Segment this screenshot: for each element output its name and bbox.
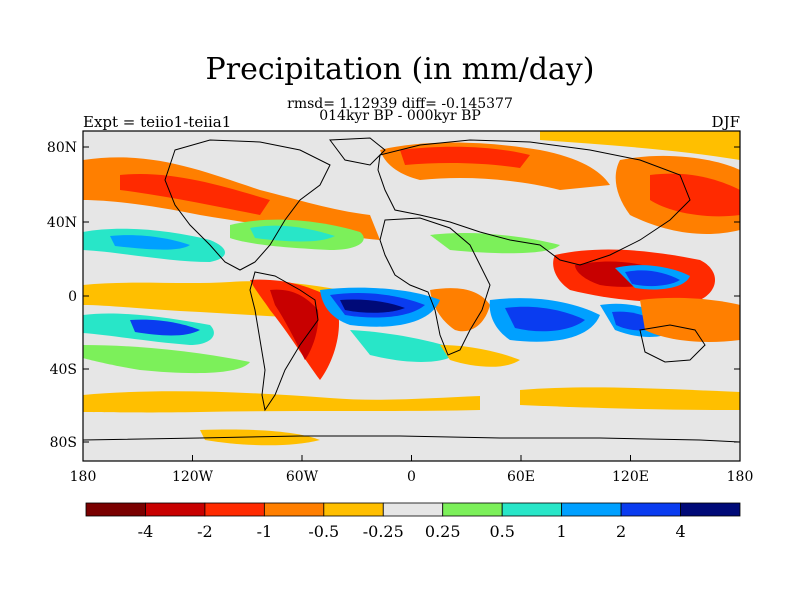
y-tick-marks [83,146,740,443]
colorbar-label: 1 [557,522,567,541]
colorbar-label: -0.5 [308,522,339,541]
x-tick-label-0: 0 [407,469,416,485]
south-america-drying-core [270,289,319,360]
colorbar-label: 0.5 [489,522,514,541]
south-pacific-wet-core [130,319,200,336]
colorbar-label: 4 [675,522,685,541]
y-tick-label-80n: 80N [47,140,77,156]
antarctic-drying [200,429,320,446]
x-tick-label-120e: 120E [612,469,649,485]
south-america-outline [249,271,319,412]
africa-drying [430,288,490,332]
period-line: 014kyr BP - 000kyr BP [319,108,481,124]
x-tick-label-180e: 180 [727,469,754,485]
colorbar-swatch [442,502,503,517]
colorbar-label: -4 [138,522,154,541]
colorbar: -4 -2 -1 -0.5 -0.25 0.25 0.5 1 2 4 [85,502,741,541]
season-label: DJF [711,113,740,131]
experiment-label: Expt = teiio1-teiia1 [83,113,232,131]
stats-line: rmsd= 1.12939 diff= -0.145377 [287,96,513,112]
west-pacific-wet-core [625,270,680,287]
eurasia-outline [377,139,691,266]
colorbar-swatch [263,502,325,517]
x-tick-label-120w: 120W [172,469,214,485]
south-atlantic-wet [350,330,460,362]
colorbar-swatch [561,502,622,517]
colorbar-label: -0.25 [363,522,404,541]
x-tick-marks [82,455,741,461]
colorbar-swatch [145,502,206,517]
sw-pacific-drying [640,297,740,342]
colorbar-label: 0.25 [425,522,461,541]
y-tick-label-0: 0 [68,289,77,305]
north-atlantic-wet-core [250,225,335,242]
y-tick-label-40n: 40N [47,215,77,231]
antarctica-outline [83,435,740,443]
colorbar-swatch [501,502,563,517]
indian-ocean-wet-core [505,306,585,332]
nw-pacific-drying-core [650,173,740,217]
x-tick-label-60e: 60E [507,469,535,485]
colorbar-label: 2 [616,522,626,541]
precip-field [83,131,740,461]
southern-ocean-drying-east [520,387,740,410]
colorbar-label: -1 [257,522,273,541]
colorbar-swatch [680,502,741,517]
colorbar-label: -2 [197,522,213,541]
arctic-drying [540,131,740,160]
colorbar-swatch [382,502,444,517]
map-title: Precipitation (in mm/day) [205,52,595,87]
atlantic-wet-peak [340,299,405,313]
africa-outline [379,217,491,356]
x-tick-label-60w: 60W [286,469,319,485]
greenland-outline [329,137,386,166]
colorbar-swatch [204,502,265,517]
colorbar-swatch [85,502,146,517]
y-tick-label-40s: 40S [50,362,77,378]
colorbar-swatch [323,502,384,517]
australia-outline [639,324,706,363]
south-midlat-wet [83,345,250,374]
southern-ocean-drying [83,391,480,413]
north-america-outline [164,139,331,271]
colorbar-swatch [620,502,681,517]
x-tick-label-180w: 180 [70,469,97,485]
y-tick-label-80s: 80S [50,435,77,451]
coastlines [83,137,740,443]
nh-drying-core [120,174,270,215]
eurasia-drying-core [400,146,530,168]
north-pacific-wet-core [110,235,190,250]
